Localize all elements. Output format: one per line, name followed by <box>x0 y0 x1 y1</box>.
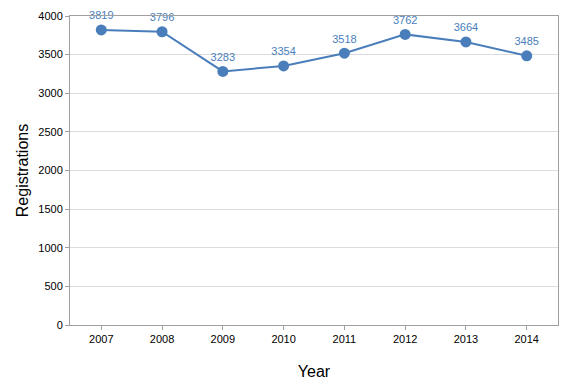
svg-text:2500: 2500 <box>38 126 62 138</box>
svg-text:2007: 2007 <box>89 333 113 345</box>
svg-text:3000: 3000 <box>38 87 62 99</box>
svg-text:2014: 2014 <box>514 333 538 345</box>
svg-text:3283: 3283 <box>211 51 235 63</box>
svg-text:4000: 4000 <box>38 10 62 22</box>
svg-text:2000: 2000 <box>38 164 62 176</box>
svg-text:3354: 3354 <box>271 45 295 57</box>
svg-text:2011: 2011 <box>333 333 357 345</box>
svg-text:1000: 1000 <box>38 242 62 254</box>
svg-text:3500: 3500 <box>38 48 62 60</box>
svg-text:2012: 2012 <box>393 333 417 345</box>
svg-text:2008: 2008 <box>150 333 174 345</box>
svg-text:3762: 3762 <box>393 14 417 26</box>
svg-text:3796: 3796 <box>150 11 174 23</box>
svg-text:2010: 2010 <box>271 333 295 345</box>
svg-text:Year: Year <box>298 363 331 380</box>
svg-text:1500: 1500 <box>38 203 62 215</box>
svg-text:3518: 3518 <box>332 33 356 45</box>
svg-text:500: 500 <box>44 280 62 292</box>
svg-text:3819: 3819 <box>89 9 113 21</box>
svg-text:2013: 2013 <box>454 333 478 345</box>
svg-text:2009: 2009 <box>211 333 235 345</box>
svg-text:0: 0 <box>57 319 63 331</box>
svg-text:Registrations: Registrations <box>14 124 31 217</box>
svg-text:3664: 3664 <box>454 21 478 33</box>
svg-text:3485: 3485 <box>514 35 538 47</box>
